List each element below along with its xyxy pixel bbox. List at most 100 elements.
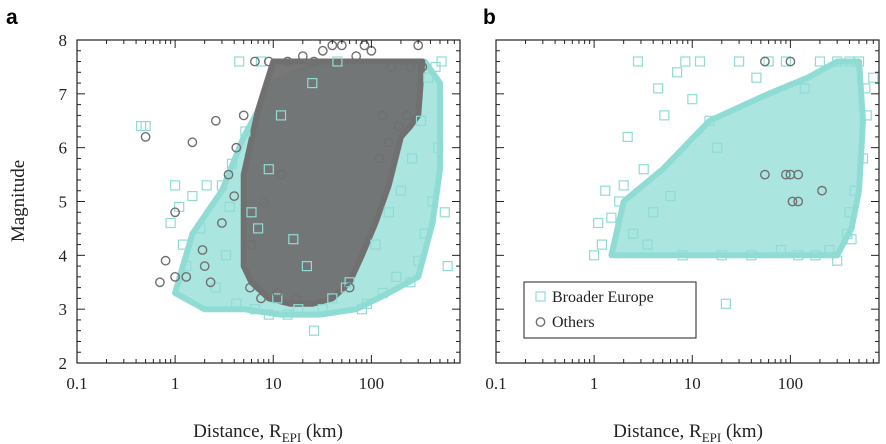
panel-a-point-circle	[351, 51, 362, 61]
panel-a-point-square	[255, 56, 267, 67]
panel-a-point-circle	[229, 191, 240, 202]
panel-a-point-circle	[246, 239, 257, 250]
panel-b-x-axis-label-sub: EPI	[702, 430, 722, 444]
panel-a-point-square	[282, 309, 293, 320]
panel-b-point-square	[780, 56, 792, 67]
panel-a-point-circle	[393, 121, 404, 132]
panel-b-point-circle	[760, 169, 770, 180]
panel-a-point-circle	[223, 169, 234, 180]
panel-a-point-square	[263, 164, 274, 175]
panel-a-point-circle	[282, 56, 293, 67]
panel-a-x-tick-label: 10	[265, 374, 282, 393]
panel-a-y-axis-label: Magnitude	[8, 160, 29, 242]
panel-a-point-square	[427, 196, 438, 207]
panel-a-point-square	[249, 304, 260, 315]
panel-b-point-square	[746, 250, 757, 261]
panel-a-point-circle	[160, 255, 171, 266]
panel-a-point-square	[405, 277, 416, 288]
panel-a-point-square	[307, 77, 318, 89]
panel-a-point-circle	[309, 56, 319, 67]
panel-b-point-square	[642, 239, 653, 250]
panel-b-x-axis-label-unit: (km)	[721, 421, 763, 442]
panel-a-point-circle	[140, 131, 151, 142]
panel-b-dense-region-0	[608, 58, 866, 259]
panel-b-x-axis-label-main: Distance, R	[613, 421, 702, 442]
panel-b-dense-regions	[608, 58, 866, 259]
panel-a-point-circle	[276, 169, 286, 180]
panel-a-point-square	[361, 298, 372, 309]
panel-a-point-square	[216, 180, 227, 191]
panel-a-point-circle	[417, 62, 428, 72]
panel-a-x-tick-label: 0.1	[66, 374, 87, 393]
panel-b-point-square	[596, 239, 608, 250]
panel-b-x-tick-label: 10	[684, 374, 701, 393]
panel-b-point-square	[849, 185, 860, 196]
panel-b-point-square	[687, 94, 698, 105]
panel-b-points	[588, 56, 879, 309]
panel-b-point-square	[810, 250, 821, 261]
panel-a-point-circle	[386, 62, 397, 72]
panel-a-point-circle	[199, 261, 210, 271]
panel-b-point-square	[860, 83, 871, 94]
panel-a-point-circle	[258, 196, 269, 207]
panel-a-point-square	[224, 201, 235, 212]
panel-a-point-square	[275, 110, 287, 121]
panel-b-point-square	[844, 207, 855, 218]
panel-b-point-square	[600, 185, 611, 196]
panel-a-y-ticks: 2 3 4 5 6 7 8	[59, 31, 460, 373]
panel-b-point-circle	[793, 196, 804, 207]
panel-a-point-circle	[170, 207, 181, 218]
legend-box	[523, 281, 697, 339]
panel-a-point-square	[210, 282, 221, 293]
panel-a-point-square	[391, 271, 402, 282]
panel-b-point-circle	[785, 56, 796, 67]
panel-a-point-circle	[297, 51, 308, 61]
legend-label-broader-europe: Broader Europe	[552, 289, 654, 306]
panel-a-point-circle	[231, 142, 242, 153]
panel-a-point-square	[383, 207, 394, 218]
panel-a-point-circle	[383, 137, 394, 148]
panel-a-point-circle	[377, 110, 388, 121]
panel-b-point-square	[704, 115, 715, 126]
panel-a-point-square	[377, 287, 388, 299]
panel-b-point-square	[814, 56, 826, 67]
panel-a-point-circle	[405, 62, 416, 72]
panel-a-point-square	[423, 72, 434, 83]
panel-a-point-square	[430, 61, 441, 73]
panel-b-point-square	[694, 56, 706, 67]
panel-b-point-square	[618, 180, 629, 191]
panel-a-point-circle	[263, 56, 274, 67]
panel-b-x-tick-label: 1	[590, 374, 599, 393]
panel-a-point-square	[407, 153, 418, 164]
panel-b-point-square	[733, 56, 745, 67]
panel-a-point-square	[308, 325, 320, 336]
panel-a-point-square	[201, 180, 212, 191]
panel-b-point-square	[853, 56, 865, 67]
panel-b-point-square	[716, 250, 727, 261]
panel-a-point-square	[433, 142, 444, 153]
panel-b-point-circle	[793, 169, 804, 180]
panel-b-point-square	[712, 142, 723, 153]
panel-a-point-square	[436, 56, 447, 67]
panel-a-point-circle	[272, 288, 283, 298]
panel-a-point-circle	[154, 277, 165, 288]
panel-a-point-square	[187, 191, 198, 202]
panel-a-point-circle	[210, 115, 221, 126]
panel-b-point-square	[638, 164, 649, 175]
panel-a-point-square	[165, 217, 176, 229]
panel-a-point-square	[301, 261, 312, 272]
legend-square-marker-icon	[535, 291, 546, 302]
panel-b-point-square	[799, 83, 810, 94]
panel-a-point-circle	[216, 218, 227, 228]
panel-a-point-square	[170, 180, 181, 191]
panel-b-point-square	[653, 83, 664, 94]
panel-a-x-axis-label-sub: EPI	[282, 430, 302, 444]
panel-b: b 0.1 1 10 100 Distance, REPI (km) Broader …	[483, 6, 880, 444]
panel-a-point-square	[419, 228, 430, 239]
panel-b-point-square	[868, 72, 879, 83]
panel-b-point-square	[593, 217, 604, 229]
panel-a-point-square	[332, 56, 343, 67]
panel-a-dense-regions	[172, 58, 443, 318]
panel-b-point-square	[622, 131, 633, 142]
